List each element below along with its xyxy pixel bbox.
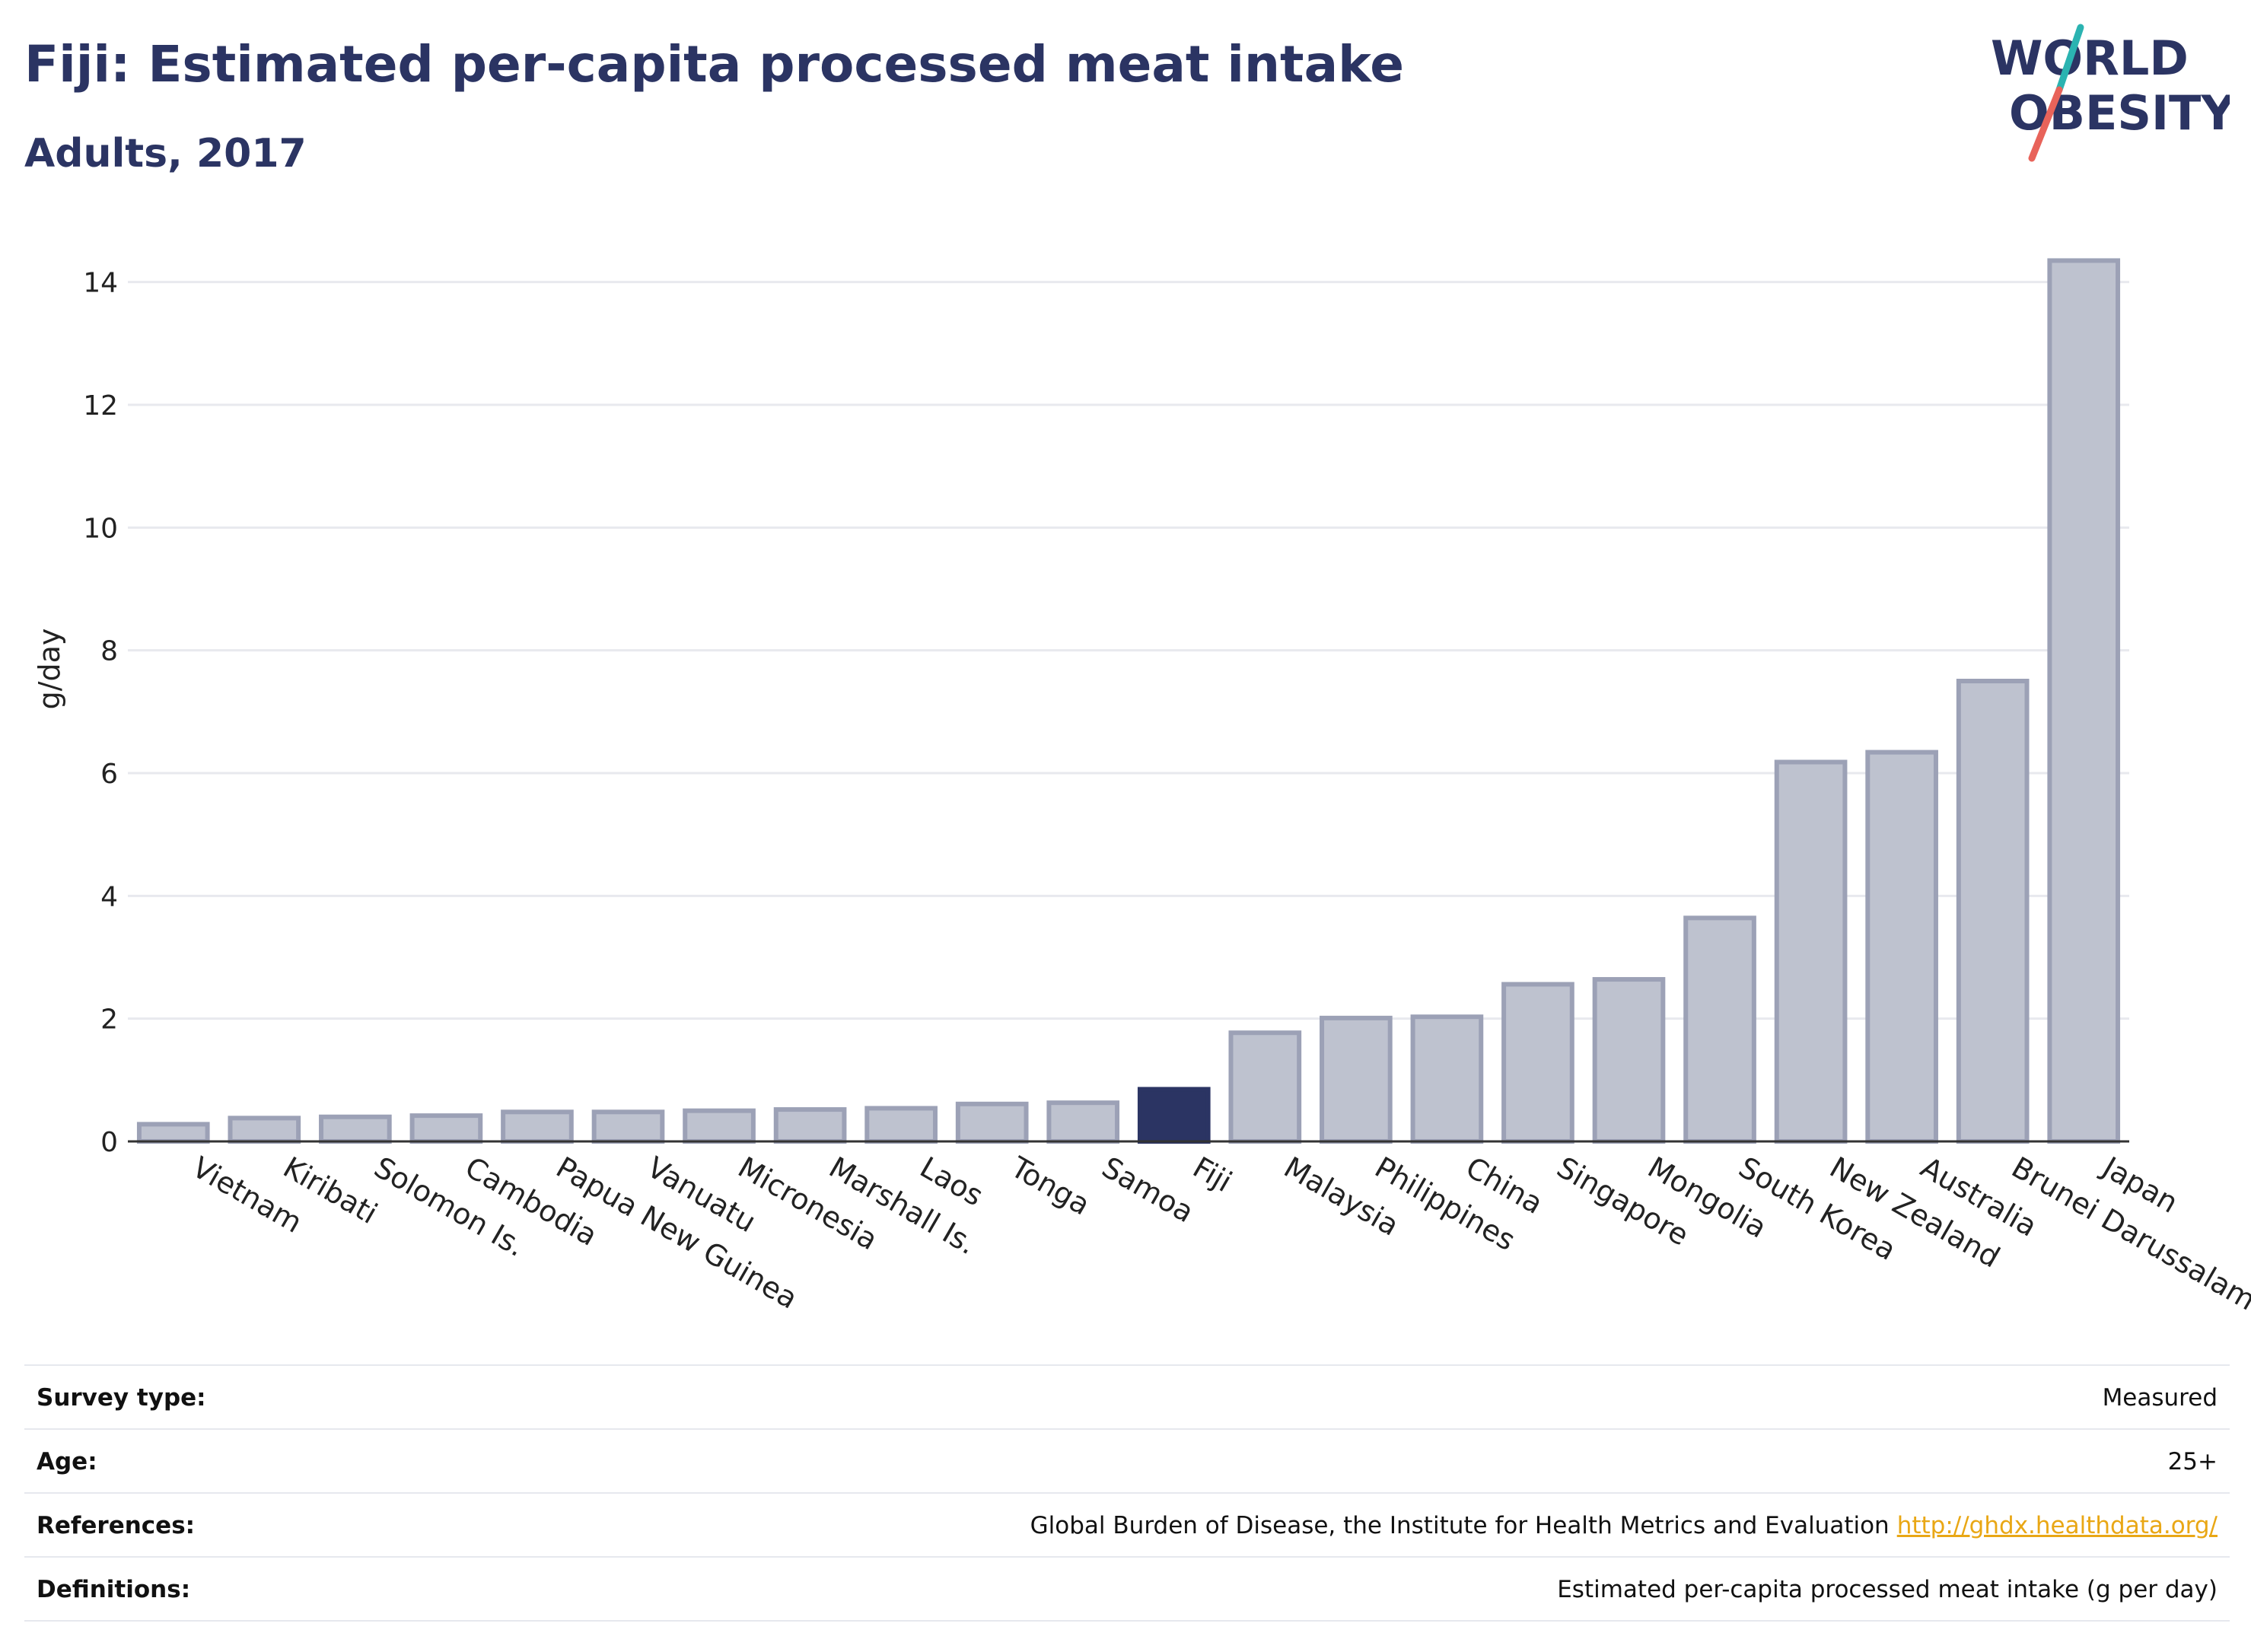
y-tick-label: 2 <box>100 1004 118 1036</box>
logo-slash-teal <box>2055 24 2084 94</box>
grid-lines <box>128 281 2129 1020</box>
chart-title: Fiji: Estimated per-capita processed mea… <box>24 35 1405 94</box>
y-tick-label: 12 <box>83 390 118 422</box>
y-tick-label: 4 <box>100 881 118 912</box>
bar <box>1592 977 1666 1144</box>
x-tick-label: Samoa <box>1097 1151 1199 1230</box>
definitions-label: Definitions: <box>37 1576 191 1603</box>
logo-line1: WORLD <box>1991 30 2189 86</box>
survey-type-label: Survey type: <box>37 1384 206 1412</box>
y-tick-label: 0 <box>100 1127 118 1158</box>
bar <box>409 1113 483 1144</box>
logo-slash-coral <box>2028 86 2063 162</box>
bar <box>773 1107 847 1144</box>
bar <box>228 1116 301 1144</box>
metadata-table: Survey type: Measured Age: 25+ Reference… <box>24 1364 2230 1622</box>
bar <box>1137 1087 1211 1144</box>
references-label: References: <box>37 1512 196 1539</box>
y-tick-label: 6 <box>100 759 118 790</box>
bar <box>319 1114 392 1144</box>
bar <box>955 1101 1029 1144</box>
x-tick-label: Fiji <box>1187 1151 1237 1198</box>
bar <box>864 1106 938 1144</box>
bar <box>1320 1015 1393 1144</box>
survey-type-row: Survey type: Measured <box>24 1364 2230 1428</box>
bar <box>136 1122 210 1144</box>
age-label: Age: <box>37 1448 97 1475</box>
references-value-wrap: Global Burden of Disease, the Institute … <box>1030 1512 2218 1539</box>
x-tick-label: Tonga <box>1005 1150 1095 1221</box>
bar <box>1410 1014 1484 1144</box>
references-value: Global Burden of Disease, the Institute … <box>1030 1512 1890 1539</box>
world-obesity-logo: WORLD OBESITY <box>1991 24 2230 162</box>
bars <box>136 258 2121 1144</box>
bar <box>1956 679 2030 1144</box>
bar <box>1865 750 1938 1144</box>
age-value: 25+ <box>2167 1448 2218 1475</box>
age-row: Age: 25+ <box>24 1428 2230 1492</box>
bar <box>1046 1100 1120 1144</box>
y-tick-label: 8 <box>100 636 118 667</box>
bar <box>1683 915 1756 1144</box>
references-row: References: Global Burden of Disease, th… <box>24 1492 2230 1556</box>
y-tick-label: 10 <box>83 513 118 544</box>
bar <box>2047 258 2121 1144</box>
bar <box>683 1108 756 1144</box>
references-link[interactable]: http://ghdx.healthdata.org/ <box>1896 1512 2218 1539</box>
bar <box>591 1109 665 1144</box>
y-tick-label: 14 <box>83 268 118 299</box>
chart-subtitle: Adults, 2017 <box>24 131 307 177</box>
survey-type-value: Measured <box>2102 1384 2218 1412</box>
y-axis-label: g/day <box>33 629 66 710</box>
bar <box>1228 1030 1302 1144</box>
definitions-value: Estimated per-capita processed meat inta… <box>1557 1576 2218 1603</box>
bar <box>501 1109 574 1144</box>
bar <box>1774 759 1848 1144</box>
bar <box>1501 982 1574 1144</box>
definitions-row: Definitions: Estimated per-capita proces… <box>24 1556 2230 1622</box>
